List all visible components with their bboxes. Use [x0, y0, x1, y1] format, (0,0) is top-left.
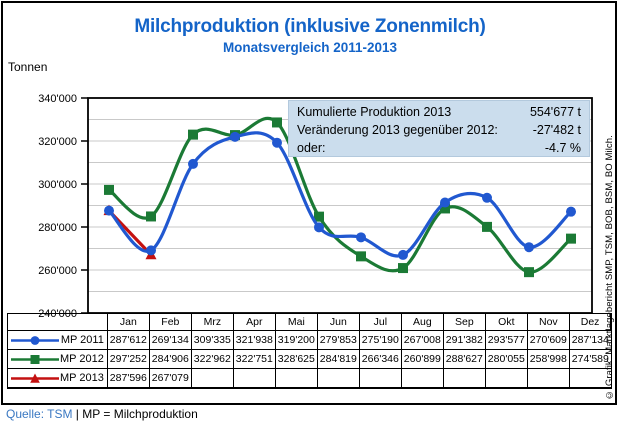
info-row: Kumulierte Produktion 2013 554'677 t [297, 103, 581, 121]
month-header-jan: Jan [106, 313, 150, 331]
table-cell: 291'382 [442, 330, 486, 350]
legend-marker-circle-icon [11, 335, 59, 345]
info-value: -27'482 t [532, 123, 581, 137]
table-cell [568, 368, 612, 389]
legend-cell-mp-2011: MP 2011 [7, 330, 108, 350]
month-header-mai: Mai [274, 313, 318, 331]
title-block: Milchproduktion (inklusive Zonenmilch) M… [0, 16, 620, 55]
table-cell [484, 368, 528, 389]
table-cell: 284'906 [148, 349, 192, 369]
footer-source: Quelle: TSM [6, 407, 73, 421]
y-axis-unit-label: Tonnen [8, 60, 48, 74]
table-cell: 322'751 [232, 349, 276, 369]
legend-cell-mp-2013: MP 2013 [7, 368, 108, 389]
footer-text: MP = Milchproduktion [82, 407, 198, 421]
month-header-dez: Dez [568, 313, 613, 331]
legend-label: MP 2012 [60, 353, 104, 365]
table-cell: 288'627 [442, 349, 486, 369]
table-row: MP 2011 287'612 269'134 309'335 321'938 319'2… [7, 330, 612, 350]
footer-note: Quelle: TSM | MP = Milchproduktion [6, 407, 198, 421]
table-cell: 279'853 [316, 330, 360, 350]
info-row: Veränderung 2013 gegenüber 2012: -27'482… [297, 121, 581, 139]
table-cell: 267'008 [400, 330, 444, 350]
data-table: Jan Feb Mrz Apr Mai Jun Jul Aug Sep Okt Nov Dez MP 2… [7, 313, 613, 389]
table-cell [316, 368, 360, 389]
legend-marker-square-icon [11, 354, 59, 364]
page-subtitle: Monatsvergleich 2011-2013 [222, 40, 398, 55]
table-cell: 287'612 [106, 330, 150, 350]
summary-info-box: Kumulierte Produktion 2013 554'677 t Ver… [288, 100, 590, 157]
legend-cell-mp-2012: MP 2012 [7, 349, 108, 369]
table-row: MP 2012 297'252 284'906 322'962 322'751 328'6… [7, 349, 612, 369]
info-label: Kumulierte Produktion 2013 [297, 105, 452, 119]
table-cell: 297'252 [106, 349, 150, 369]
info-value: 554'677 t [529, 105, 581, 119]
table-cell: 266'346 [358, 349, 402, 369]
table-cell: 260'899 [400, 349, 444, 369]
table-row: MP 2013 287'596 267'079 [7, 368, 612, 389]
table-cell: 328'625 [274, 349, 318, 369]
footer-separator: | [72, 407, 83, 421]
month-header-jul: Jul [358, 313, 402, 331]
legend-label: MP 2011 [60, 334, 104, 346]
page-title: Milchproduktion (inklusive Zonenmilch) [134, 16, 486, 37]
info-value: -4.7 % [544, 141, 581, 155]
table-cell: 269'134 [148, 330, 192, 350]
table-cell: 319'200 [274, 330, 318, 350]
table-cell: 270'609 [526, 330, 570, 350]
table-cell [274, 368, 318, 389]
table-cell [232, 368, 276, 389]
info-label: oder: [297, 141, 326, 155]
table-cell [358, 368, 402, 389]
month-header-mrz: Mrz [190, 313, 234, 331]
table-cell: 258'998 [526, 349, 570, 369]
table-cell: 287'596 [106, 368, 150, 389]
table-cell: 280'055 [484, 349, 528, 369]
month-header-nov: Nov [526, 313, 570, 331]
table-cell: 267'079 [148, 368, 192, 389]
table-cell [526, 368, 570, 389]
table-cell: 293'577 [484, 330, 528, 350]
month-header-row: Jan Feb Mrz Apr Mai Jun Jul Aug Sep Okt Nov Dez [7, 313, 613, 331]
table-cell: 309'335 [190, 330, 234, 350]
table-cell [190, 368, 234, 389]
month-header-sep: Sep [442, 313, 486, 331]
table-cell: 275'190 [358, 330, 402, 350]
table-cell: 322'962 [190, 349, 234, 369]
table-cell [442, 368, 486, 389]
info-label: Veränderung 2013 gegenüber 2012: [297, 123, 498, 137]
month-header-okt: Okt [484, 313, 528, 331]
legend-marker-triangle-icon [11, 373, 59, 383]
table-corner [7, 313, 108, 331]
month-header-apr: Apr [232, 313, 276, 331]
table-cell: 274'589 [568, 349, 612, 369]
month-header-aug: Aug [400, 313, 444, 331]
info-row: oder: -4.7 % [297, 139, 581, 157]
chart-outer-frame [1, 1, 617, 405]
table-cell: 287'134 [568, 330, 612, 350]
table-cell [400, 368, 444, 389]
table-cell: 321'938 [232, 330, 276, 350]
legend-label: MP 2013 [60, 372, 104, 384]
month-header-jun: Jun [316, 313, 360, 331]
month-header-feb: Feb [148, 313, 192, 331]
table-cell: 284'819 [316, 349, 360, 369]
